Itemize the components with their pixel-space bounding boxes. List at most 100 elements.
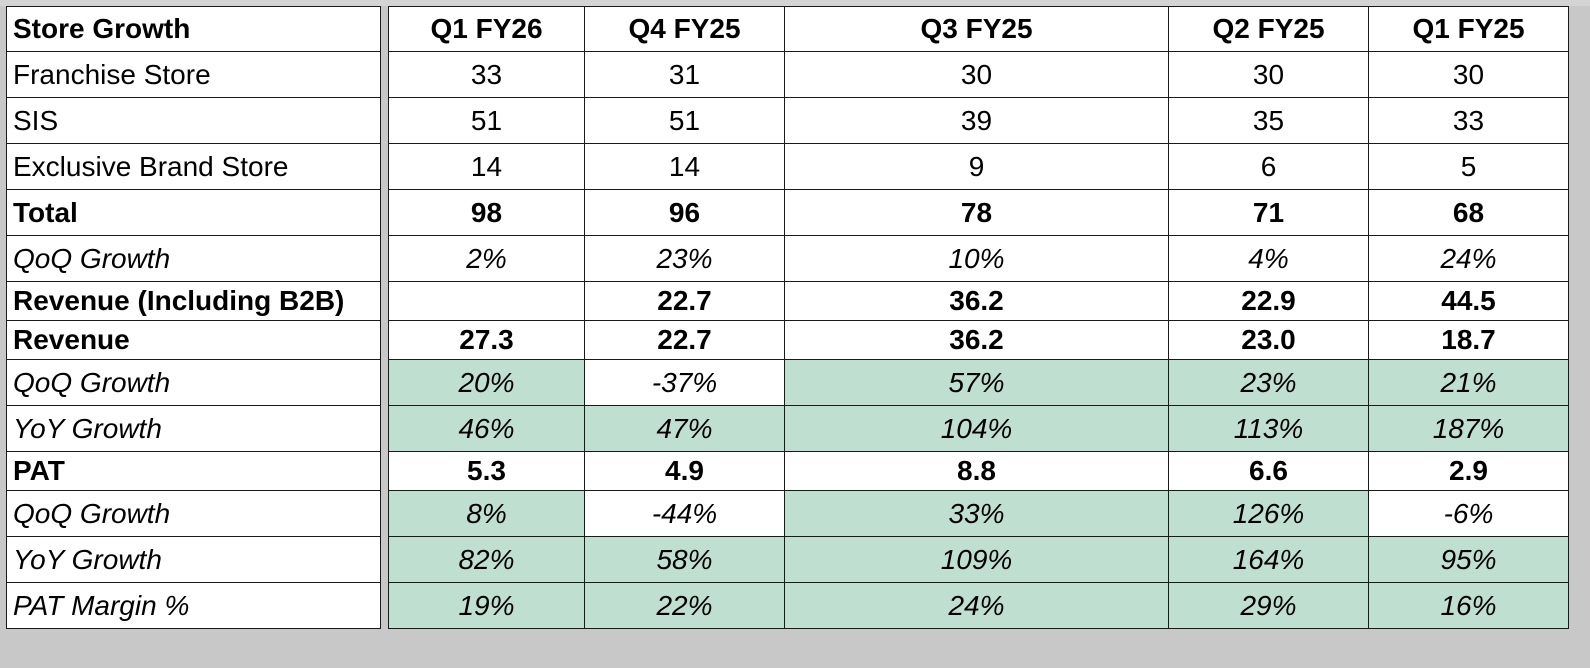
cell[interactable]: 36.2 [784, 281, 1169, 321]
cell[interactable]: 30 [1368, 51, 1569, 98]
cell[interactable]: 22.9 [1168, 281, 1369, 321]
cell[interactable]: 8.8 [784, 451, 1169, 491]
cell[interactable]: 14 [388, 143, 585, 190]
cell[interactable]: 22.7 [584, 320, 785, 360]
header-q4fy25[interactable]: Q4 FY25 [584, 6, 785, 52]
column-gap [380, 536, 389, 583]
cell[interactable]: 5.3 [388, 451, 585, 491]
header-q1fy26[interactable]: Q1 FY26 [388, 6, 585, 52]
cell[interactable]: 19% [388, 582, 585, 629]
column-gap [380, 320, 389, 360]
cell[interactable]: 6.6 [1168, 451, 1369, 491]
cell[interactable]: 51 [584, 97, 785, 144]
cell[interactable]: 44.5 [1368, 281, 1569, 321]
cell[interactable]: 187% [1368, 405, 1569, 452]
column-gap [380, 189, 389, 236]
cell[interactable]: 5 [1368, 143, 1569, 190]
cell[interactable]: 27.3 [388, 320, 585, 360]
column-gap [380, 490, 389, 537]
cell[interactable]: 2% [388, 235, 585, 282]
cell[interactable]: 23.0 [1168, 320, 1369, 360]
cell[interactable]: 164% [1168, 536, 1369, 583]
cell[interactable]: 23% [1168, 359, 1369, 406]
column-gap [380, 6, 389, 52]
cell[interactable]: 57% [784, 359, 1169, 406]
cell[interactable]: 96 [584, 189, 785, 236]
row-label[interactable]: YoY Growth [6, 536, 381, 583]
cell[interactable]: 126% [1168, 490, 1369, 537]
cell[interactable]: 82% [388, 536, 585, 583]
row-label[interactable]: QoQ Growth [6, 359, 381, 406]
cell[interactable]: 22% [584, 582, 785, 629]
column-gap [380, 582, 389, 629]
row-label[interactable]: QoQ Growth [6, 235, 381, 282]
cell[interactable]: 113% [1168, 405, 1369, 452]
cell[interactable]: -37% [584, 359, 785, 406]
cell[interactable]: 78 [784, 189, 1169, 236]
cell[interactable]: 30 [1168, 51, 1369, 98]
cell[interactable]: 2.9 [1368, 451, 1569, 491]
row-revenue-yoy-growth: YoY Growth 46% 47% 104% 113% 187% [6, 405, 1569, 452]
cell[interactable]: 47% [584, 405, 785, 452]
cell[interactable]: 33 [388, 51, 585, 98]
cell[interactable]: 46% [388, 405, 585, 452]
cell[interactable]: 98 [388, 189, 585, 236]
row-label[interactable]: Revenue (Including B2B) [6, 281, 381, 321]
cell[interactable]: 18.7 [1368, 320, 1569, 360]
cell[interactable]: 33 [1368, 97, 1569, 144]
header-q2fy25[interactable]: Q2 FY25 [1168, 6, 1369, 52]
cell[interactable]: 24% [784, 582, 1169, 629]
row-label[interactable]: Exclusive Brand Store [6, 143, 381, 190]
cell[interactable]: 29% [1168, 582, 1369, 629]
cell[interactable]: 104% [784, 405, 1169, 452]
column-gap [380, 405, 389, 452]
cell[interactable]: -44% [584, 490, 785, 537]
cell[interactable] [388, 281, 585, 321]
column-gap [380, 359, 389, 406]
cell[interactable]: 58% [584, 536, 785, 583]
row-label[interactable]: PAT [6, 451, 381, 491]
column-gap [380, 97, 389, 144]
cell[interactable]: 68 [1368, 189, 1569, 236]
cell[interactable]: 8% [388, 490, 585, 537]
cell[interactable]: 33% [784, 490, 1169, 537]
cell[interactable]: 71 [1168, 189, 1369, 236]
cell[interactable]: 10% [784, 235, 1169, 282]
header-q3fy25[interactable]: Q3 FY25 [784, 6, 1169, 52]
cell[interactable]: 4% [1168, 235, 1369, 282]
cell[interactable]: 23% [584, 235, 785, 282]
row-revenue-including-b2b: Revenue (Including B2B) 22.7 36.2 22.9 4… [6, 281, 1569, 321]
cell[interactable]: 22.7 [584, 281, 785, 321]
cell[interactable]: 4.9 [584, 451, 785, 491]
cell[interactable]: 95% [1368, 536, 1569, 583]
cell[interactable]: 39 [784, 97, 1169, 144]
cell[interactable]: 16% [1368, 582, 1569, 629]
cell[interactable]: 9 [784, 143, 1169, 190]
row-pat-margin: PAT Margin % 19% 22% 24% 29% 16% [6, 582, 1569, 629]
row-label[interactable]: QoQ Growth [6, 490, 381, 537]
cell[interactable]: 20% [388, 359, 585, 406]
row-label[interactable]: Total [6, 189, 381, 236]
cell[interactable]: 30 [784, 51, 1169, 98]
cell[interactable]: 14 [584, 143, 785, 190]
cell[interactable]: 21% [1368, 359, 1569, 406]
row-sis: SIS 51 51 39 35 33 [6, 97, 1569, 144]
row-label[interactable]: Franchise Store [6, 51, 381, 98]
cell[interactable]: 24% [1368, 235, 1569, 282]
header-q1fy25[interactable]: Q1 FY25 [1368, 6, 1569, 52]
cell[interactable]: 31 [584, 51, 785, 98]
header-label-cell[interactable]: Store Growth [6, 6, 381, 52]
cell[interactable]: -6% [1368, 490, 1569, 537]
row-label[interactable]: PAT Margin % [6, 582, 381, 629]
row-label[interactable]: SIS [6, 97, 381, 144]
column-gap [380, 281, 389, 321]
cell[interactable]: 36.2 [784, 320, 1169, 360]
row-label[interactable]: Revenue [6, 320, 381, 360]
cell[interactable]: 109% [784, 536, 1169, 583]
row-store-qoq-growth: QoQ Growth 2% 23% 10% 4% 24% [6, 235, 1569, 282]
cell[interactable]: 6 [1168, 143, 1369, 190]
cell[interactable]: 51 [388, 97, 585, 144]
row-label[interactable]: YoY Growth [6, 405, 381, 452]
cell[interactable]: 35 [1168, 97, 1369, 144]
